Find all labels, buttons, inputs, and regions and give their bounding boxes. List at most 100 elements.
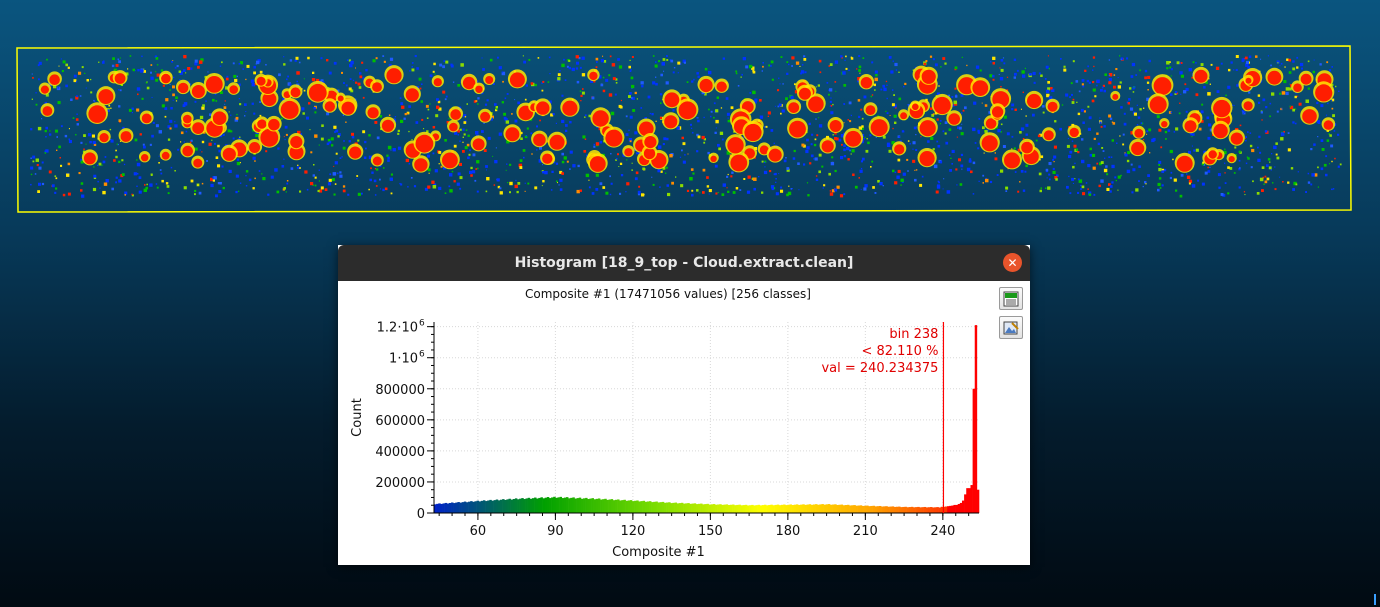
histogram-bar bbox=[591, 498, 594, 513]
histogram-bar bbox=[523, 499, 526, 513]
histogram-bar bbox=[593, 499, 597, 513]
marker-label: bin 238 bbox=[889, 327, 938, 342]
histogram-bar bbox=[925, 507, 929, 513]
histogram-bar bbox=[855, 505, 858, 513]
histogram-bar bbox=[482, 500, 486, 513]
close-icon[interactable]: ✕ bbox=[1003, 253, 1022, 272]
histogram-bar bbox=[770, 504, 773, 513]
histogram-bar bbox=[753, 505, 756, 513]
histogram-bar bbox=[715, 504, 718, 513]
histogram-bar bbox=[738, 504, 741, 513]
histogram-bar bbox=[847, 504, 850, 513]
histogram-bar bbox=[544, 497, 548, 513]
y-axis-label: Count bbox=[350, 398, 365, 437]
histogram-bar bbox=[710, 504, 714, 513]
histogram-bar bbox=[629, 500, 633, 513]
histogram-bar bbox=[495, 499, 499, 513]
histogram-bar bbox=[693, 503, 697, 513]
histogram-bar bbox=[725, 504, 729, 513]
histogram-bar bbox=[559, 496, 563, 513]
histogram-bar bbox=[859, 505, 863, 513]
x-tick-label: 210 bbox=[853, 524, 878, 539]
histogram-bar bbox=[497, 500, 501, 513]
histogram-bar bbox=[910, 506, 914, 513]
histogram-bar bbox=[887, 506, 890, 513]
cloud-points bbox=[30, 55, 1342, 198]
histogram-bar bbox=[583, 498, 586, 513]
marker-label: < 82.110 % bbox=[861, 344, 938, 359]
histogram-bar bbox=[534, 497, 537, 513]
histogram-bar bbox=[487, 500, 490, 513]
histogram-bar bbox=[719, 504, 722, 513]
marker-labels: bin 238 < 82.110 % val = 240.234375 bbox=[821, 327, 938, 376]
histogram-bar bbox=[732, 504, 735, 513]
histogram-bar bbox=[453, 503, 456, 513]
histogram-bar bbox=[623, 499, 626, 513]
histogram-bar bbox=[902, 506, 905, 513]
histogram-bar bbox=[810, 504, 814, 513]
histogram-bar bbox=[906, 507, 910, 513]
histogram-bar bbox=[974, 325, 978, 513]
histogram-bar bbox=[634, 500, 637, 513]
histogram-bar bbox=[531, 498, 535, 513]
histogram-bar bbox=[840, 504, 844, 513]
histogram-bar bbox=[451, 502, 454, 513]
histogram-bar bbox=[625, 500, 629, 513]
x-tick-label: 60 bbox=[470, 524, 487, 539]
histogram-bar bbox=[878, 505, 882, 513]
histogram-bar bbox=[542, 498, 545, 513]
histogram-bar bbox=[812, 504, 816, 513]
histogram-bar bbox=[619, 500, 622, 513]
histogram-bar bbox=[776, 504, 780, 513]
histogram-bar bbox=[551, 497, 554, 513]
histogram-bar bbox=[864, 505, 867, 513]
csv-export-icon bbox=[1003, 291, 1019, 306]
histogram-bar bbox=[493, 500, 497, 513]
histogram-bar bbox=[866, 505, 869, 513]
histogram-bar bbox=[563, 497, 567, 513]
histogram-bar bbox=[700, 503, 703, 513]
histogram-bar bbox=[706, 503, 709, 513]
histogram-bar bbox=[555, 497, 558, 513]
viewport-edge-marker bbox=[1374, 594, 1376, 605]
histogram-bar bbox=[815, 504, 818, 513]
histogram-bar bbox=[655, 501, 658, 513]
histogram-bar bbox=[672, 502, 675, 513]
histogram-bar bbox=[474, 501, 477, 513]
histogram-bar bbox=[808, 504, 812, 513]
export-image-button[interactable] bbox=[999, 316, 1023, 339]
histogram-bar bbox=[670, 503, 673, 513]
histogram-bar bbox=[889, 506, 893, 513]
y-tick-label: 800000 bbox=[375, 383, 425, 398]
histogram-bar bbox=[604, 498, 607, 513]
dialog-titlebar[interactable]: Histogram [18_9_top - Cloud.extract.clea… bbox=[338, 245, 1030, 281]
export-csv-button[interactable] bbox=[999, 287, 1023, 310]
histogram-bar bbox=[510, 499, 514, 513]
histogram-bar bbox=[597, 498, 601, 513]
histogram-bar bbox=[440, 503, 443, 513]
histogram-bar bbox=[657, 502, 660, 513]
histogram-bar bbox=[917, 506, 920, 513]
histogram-bar bbox=[964, 494, 967, 513]
histogram-bar bbox=[904, 506, 907, 513]
histogram-bar bbox=[568, 498, 571, 513]
histogram-bars bbox=[434, 325, 980, 513]
x-tick-label: 120 bbox=[620, 524, 645, 539]
histogram-bar bbox=[457, 502, 460, 513]
histogram-bar bbox=[849, 505, 852, 513]
histogram-bar bbox=[851, 505, 854, 513]
histogram-bar bbox=[455, 502, 458, 513]
histogram-bar bbox=[921, 507, 924, 513]
histogram-bar bbox=[959, 502, 963, 513]
histogram-bar bbox=[606, 499, 609, 513]
histogram-bar bbox=[802, 504, 805, 513]
histogram-bar bbox=[580, 498, 584, 513]
x-tick-label: 90 bbox=[547, 524, 564, 539]
histogram-bar bbox=[951, 505, 954, 513]
histogram-bar bbox=[561, 498, 565, 513]
histogram-bar bbox=[602, 499, 605, 513]
chart-grid bbox=[434, 322, 979, 513]
histogram-bar bbox=[653, 501, 656, 513]
